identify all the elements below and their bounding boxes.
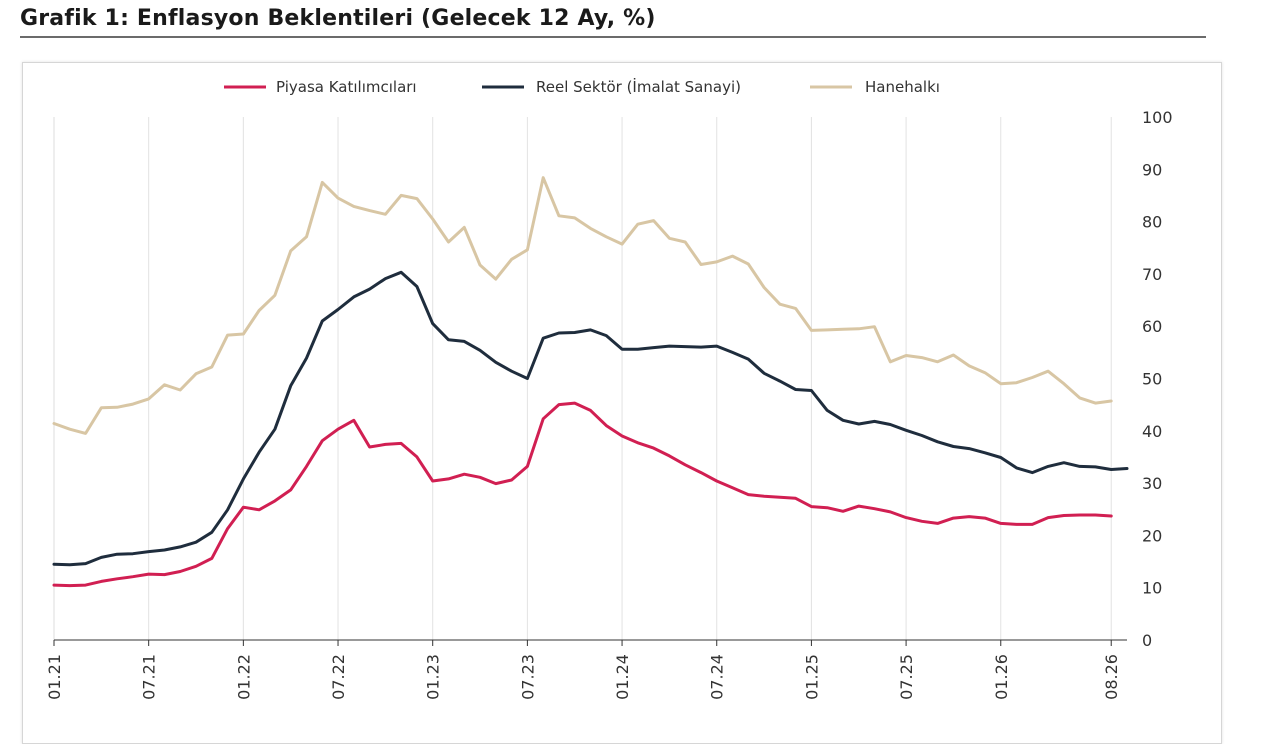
legend-label-0: Piyasa Katılımcıları xyxy=(276,78,417,96)
x-tick-label: 08.26 xyxy=(1102,654,1121,700)
y-tick-label: 0 xyxy=(1142,631,1152,650)
chart-title: Grafik 1: Enflasyon Beklentileri (Gelece… xyxy=(20,6,656,31)
x-tick-label: 07.22 xyxy=(329,654,348,700)
y-tick-label: 60 xyxy=(1142,317,1162,336)
x-tick-label: 01.25 xyxy=(802,654,821,700)
x-tick-label: 01.23 xyxy=(424,654,443,700)
x-tick-label: 01.22 xyxy=(234,654,253,700)
x-tick-label: 01.21 xyxy=(45,654,64,700)
x-tick-label: 01.26 xyxy=(992,654,1011,700)
y-tick-label: 20 xyxy=(1142,526,1162,545)
y-tick-label: 100 xyxy=(1142,108,1173,127)
y-tick-label: 40 xyxy=(1142,422,1162,441)
y-tick-label: 70 xyxy=(1142,265,1162,284)
legend-label-1: Reel Sektör (İmalat Sanayi) xyxy=(536,77,741,96)
x-tick-label: 07.21 xyxy=(140,654,159,700)
x-tick-label: 01.24 xyxy=(613,654,632,700)
legend-label-2: Hanehalkı xyxy=(865,78,940,96)
series-line-2 xyxy=(52,176,1113,435)
y-tick-label: 90 xyxy=(1142,160,1162,179)
y-tick-label: 80 xyxy=(1142,213,1162,232)
series-line-1 xyxy=(52,270,1129,567)
y-tick-label: 30 xyxy=(1142,474,1162,493)
y-tick-label: 10 xyxy=(1142,579,1162,598)
series-line-0 xyxy=(52,401,1113,588)
line-chart: 01.21 07.21 01.22 07.22 01.23 07.23 01.24 07.24… xyxy=(45,77,1173,700)
x-tick-label: 07.24 xyxy=(708,654,727,700)
x-tick-label: 07.23 xyxy=(518,654,537,700)
y-tick-label: 50 xyxy=(1142,370,1162,389)
title-divider xyxy=(20,36,1206,38)
x-tick-label: 07.25 xyxy=(897,654,916,700)
